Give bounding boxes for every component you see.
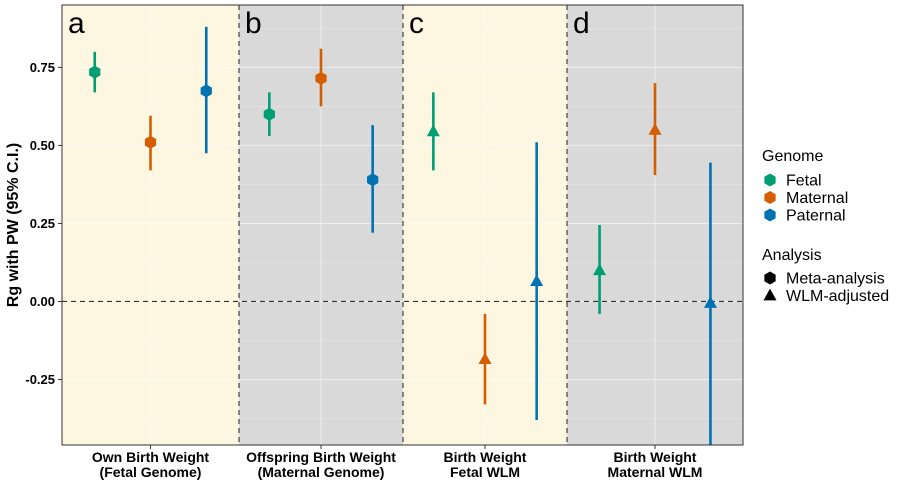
y-axis-title: Rg with PW (95% C.I.) xyxy=(5,143,22,307)
point-fetal-panel-c xyxy=(426,124,440,137)
y-tick-label: 0.50 xyxy=(30,138,55,153)
x-category-label-line1: Birth Weight xyxy=(444,449,527,465)
x-category-label-line2: (Fetal Genome) xyxy=(100,464,202,480)
legend-label-hexagon: Meta-analysis xyxy=(786,271,885,288)
point-fetal-panel-a xyxy=(89,65,101,79)
point-maternal-panel-d xyxy=(648,123,662,135)
y-axis-ticks: -0.25 0.00 0.25 0.50 0.75 xyxy=(25,60,62,387)
x-category-label-line2: Maternal WLM xyxy=(608,464,703,480)
plot-border xyxy=(61,4,744,446)
x-category-label-line2: Fetal WLM xyxy=(450,464,520,480)
y-tick-label: 0.25 xyxy=(30,216,55,231)
panel-dividers xyxy=(238,5,568,445)
y-tick-label: 0.00 xyxy=(30,294,55,309)
legend-key-maternal xyxy=(764,191,776,204)
point-paternal-panel-b xyxy=(367,173,379,187)
point-fetal-panel-d xyxy=(593,263,607,276)
x-category-label-line1: Own Birth Weight xyxy=(92,449,210,465)
x-category-label-line1: Birth Weight xyxy=(614,449,697,465)
y-tick-label: -0.25 xyxy=(25,372,55,387)
panel-letter-a: a xyxy=(68,7,85,40)
panel-letter-d: d xyxy=(573,7,590,40)
legend-key-fetal xyxy=(764,173,776,187)
x-category-label-line2: (Maternal Genome) xyxy=(258,464,385,480)
point-fetal-panel-b xyxy=(263,107,275,121)
legend-label-fetal: Fetal xyxy=(786,173,822,190)
point-paternal-panel-c xyxy=(530,274,544,287)
legend-key-paternal xyxy=(764,208,776,222)
legend-label-triangle: WLM-adjusted xyxy=(786,288,889,305)
legend-analysis-title: Analysis xyxy=(762,247,822,264)
y-tick-label: 0.75 xyxy=(30,60,55,75)
legend-label-maternal: Maternal xyxy=(786,190,848,207)
point-markers xyxy=(89,65,717,365)
x-category-label-line1: Offspring Birth Weight xyxy=(246,449,396,465)
point-paternal-panel-a xyxy=(200,84,212,98)
legend-label-paternal: Paternal xyxy=(786,208,846,225)
legend-genome-title: Genome xyxy=(762,148,823,165)
point-paternal-panel-d xyxy=(703,296,717,308)
point-maternal-panel-b xyxy=(315,71,327,85)
panel-letter-c: c xyxy=(409,7,424,40)
legend-key-triangle xyxy=(763,288,777,301)
x-category-labels: Own Birth Weight(Fetal Genome) Offspring … xyxy=(92,445,703,480)
panel-letters: a b c d xyxy=(68,7,590,40)
point-maternal-panel-c xyxy=(478,352,492,365)
panel-letter-b: b xyxy=(245,7,262,40)
point-maternal-panel-a xyxy=(144,135,157,149)
legend-key-hexagon xyxy=(764,271,776,285)
